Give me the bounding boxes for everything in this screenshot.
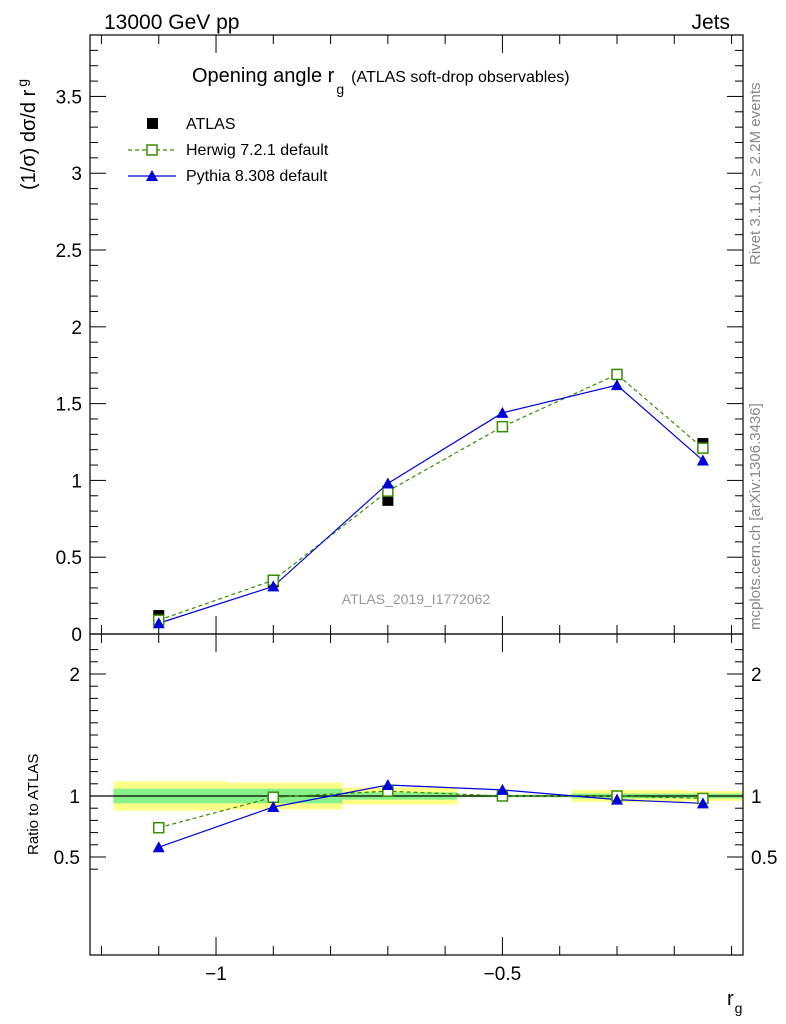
chart-title-main: Opening angle r [192, 65, 335, 87]
x-axis-label-sub: g [735, 1000, 743, 1016]
header-right: Jets [691, 11, 730, 34]
ratio-herwig-point [152, 821, 165, 834]
legend-herwig-label: Herwig 7.2.1 default [186, 142, 329, 159]
herwig-line [158, 373, 704, 621]
ratio-y-tick-label: 0.5 [54, 848, 80, 869]
legend-atlas-label: ATLAS [186, 116, 236, 133]
legend-item-herwig: Herwig 7.2.1 default [128, 142, 329, 159]
herwig-point [611, 368, 623, 381]
pythia-line [158, 384, 704, 624]
main-y-tick-label: 2.5 [56, 241, 82, 262]
ratio-y-label: Ratio to ATLAS [25, 754, 42, 855]
chart-title-suffix: (ATLAS soft-drop observables) [351, 69, 569, 86]
ratio-frame [89, 633, 744, 956]
ratio-herwig-line [158, 790, 703, 829]
ratio-pythia-point [267, 800, 280, 812]
pythia-point [496, 406, 509, 418]
mcplots-label: mcplots.cern.ch [arXiv:1306.3436] [747, 403, 764, 630]
main-y-ticks: 0 0.5 1 1.5 2 2.5 3 3.5 [56, 49, 743, 646]
pythia-point [610, 379, 623, 391]
ratio-y-ticks: 0.5 0.5 1 1 2 2 [54, 649, 777, 870]
x-tick-label: −1 [205, 964, 227, 985]
ratio-x-ticks: −1 −0.5 [100, 634, 733, 985]
ratio-herwig-point [267, 791, 280, 803]
ratio-y-tick-label-right: 1 [751, 787, 762, 808]
main-plot: 0 0.5 1 1.5 2 2.5 3 3.5 [56, 34, 744, 646]
legend-item-atlas: ATLAS [147, 116, 236, 133]
legend-pythia-label: Pythia 8.308 default [186, 168, 328, 185]
chart-title: Opening angle rg (ATLAS soft-drop observa… [192, 65, 570, 97]
ratio-y-tick-label-right: 2 [751, 665, 762, 686]
ratio-pythia-line [158, 784, 703, 848]
pythia-point [381, 477, 394, 489]
ratio-y-tick-label: 1 [69, 787, 80, 808]
ratio-pythia-point [496, 783, 509, 795]
legend-item-pythia: Pythia 8.308 default [128, 168, 328, 185]
rivet-label: Rivet 3.1.10, ≥ 2.2M events [747, 83, 764, 266]
pythia-point [267, 580, 280, 592]
legend-atlas-marker [147, 118, 158, 129]
x-axis-label: rg [727, 988, 742, 1016]
ratio-y-tick-label: 2 [69, 665, 80, 686]
ratio-pythia-point [696, 797, 709, 809]
ratio-pythia-point [152, 841, 165, 853]
header-left: 13000 GeV pp [104, 11, 239, 34]
legend-pythia-marker [146, 170, 158, 181]
legend: ATLAS Herwig 7.2.1 default Pythia 8.308 … [128, 116, 329, 185]
herwig-point [496, 420, 509, 433]
main-y-tick-label: 3 [71, 164, 82, 185]
x-axis-label-text: r [727, 988, 734, 1010]
ratio-pythia-point [381, 779, 394, 791]
main-x-ticks [100, 35, 733, 634]
x-tick-label: −0.5 [484, 964, 522, 985]
legend-herwig-marker [146, 144, 158, 156]
chart-title-sub: g [336, 81, 344, 97]
main-y-label: (1/σ) dσ/d r g [14, 79, 40, 190]
ratio-plot: 0.5 0.5 1 1 2 2 −1 −0.5 [54, 633, 777, 985]
pythia-point [696, 454, 709, 466]
pythia-point [152, 617, 165, 629]
herwig-point [697, 442, 709, 454]
ratio-y-tick-label-right: 0.5 [751, 848, 777, 869]
ratio-series [152, 779, 709, 853]
main-y-tick-label: 2 [71, 318, 82, 339]
main-y-tick-label: 0.5 [56, 548, 82, 569]
main-y-tick-label: 3.5 [56, 87, 82, 108]
main-y-tick-label: 1.5 [56, 395, 82, 416]
ratio-pythia-point [610, 793, 623, 805]
main-y-label-sub: g [14, 79, 30, 87]
main-y-tick-label: 1 [71, 471, 82, 492]
main-y-tick-label: 0 [71, 625, 82, 646]
main-y-label-text: (1/σ) dσ/d r [18, 89, 40, 190]
main-series [152, 368, 709, 629]
analysis-watermark: ATLAS_2019_I1772062 [342, 591, 491, 607]
